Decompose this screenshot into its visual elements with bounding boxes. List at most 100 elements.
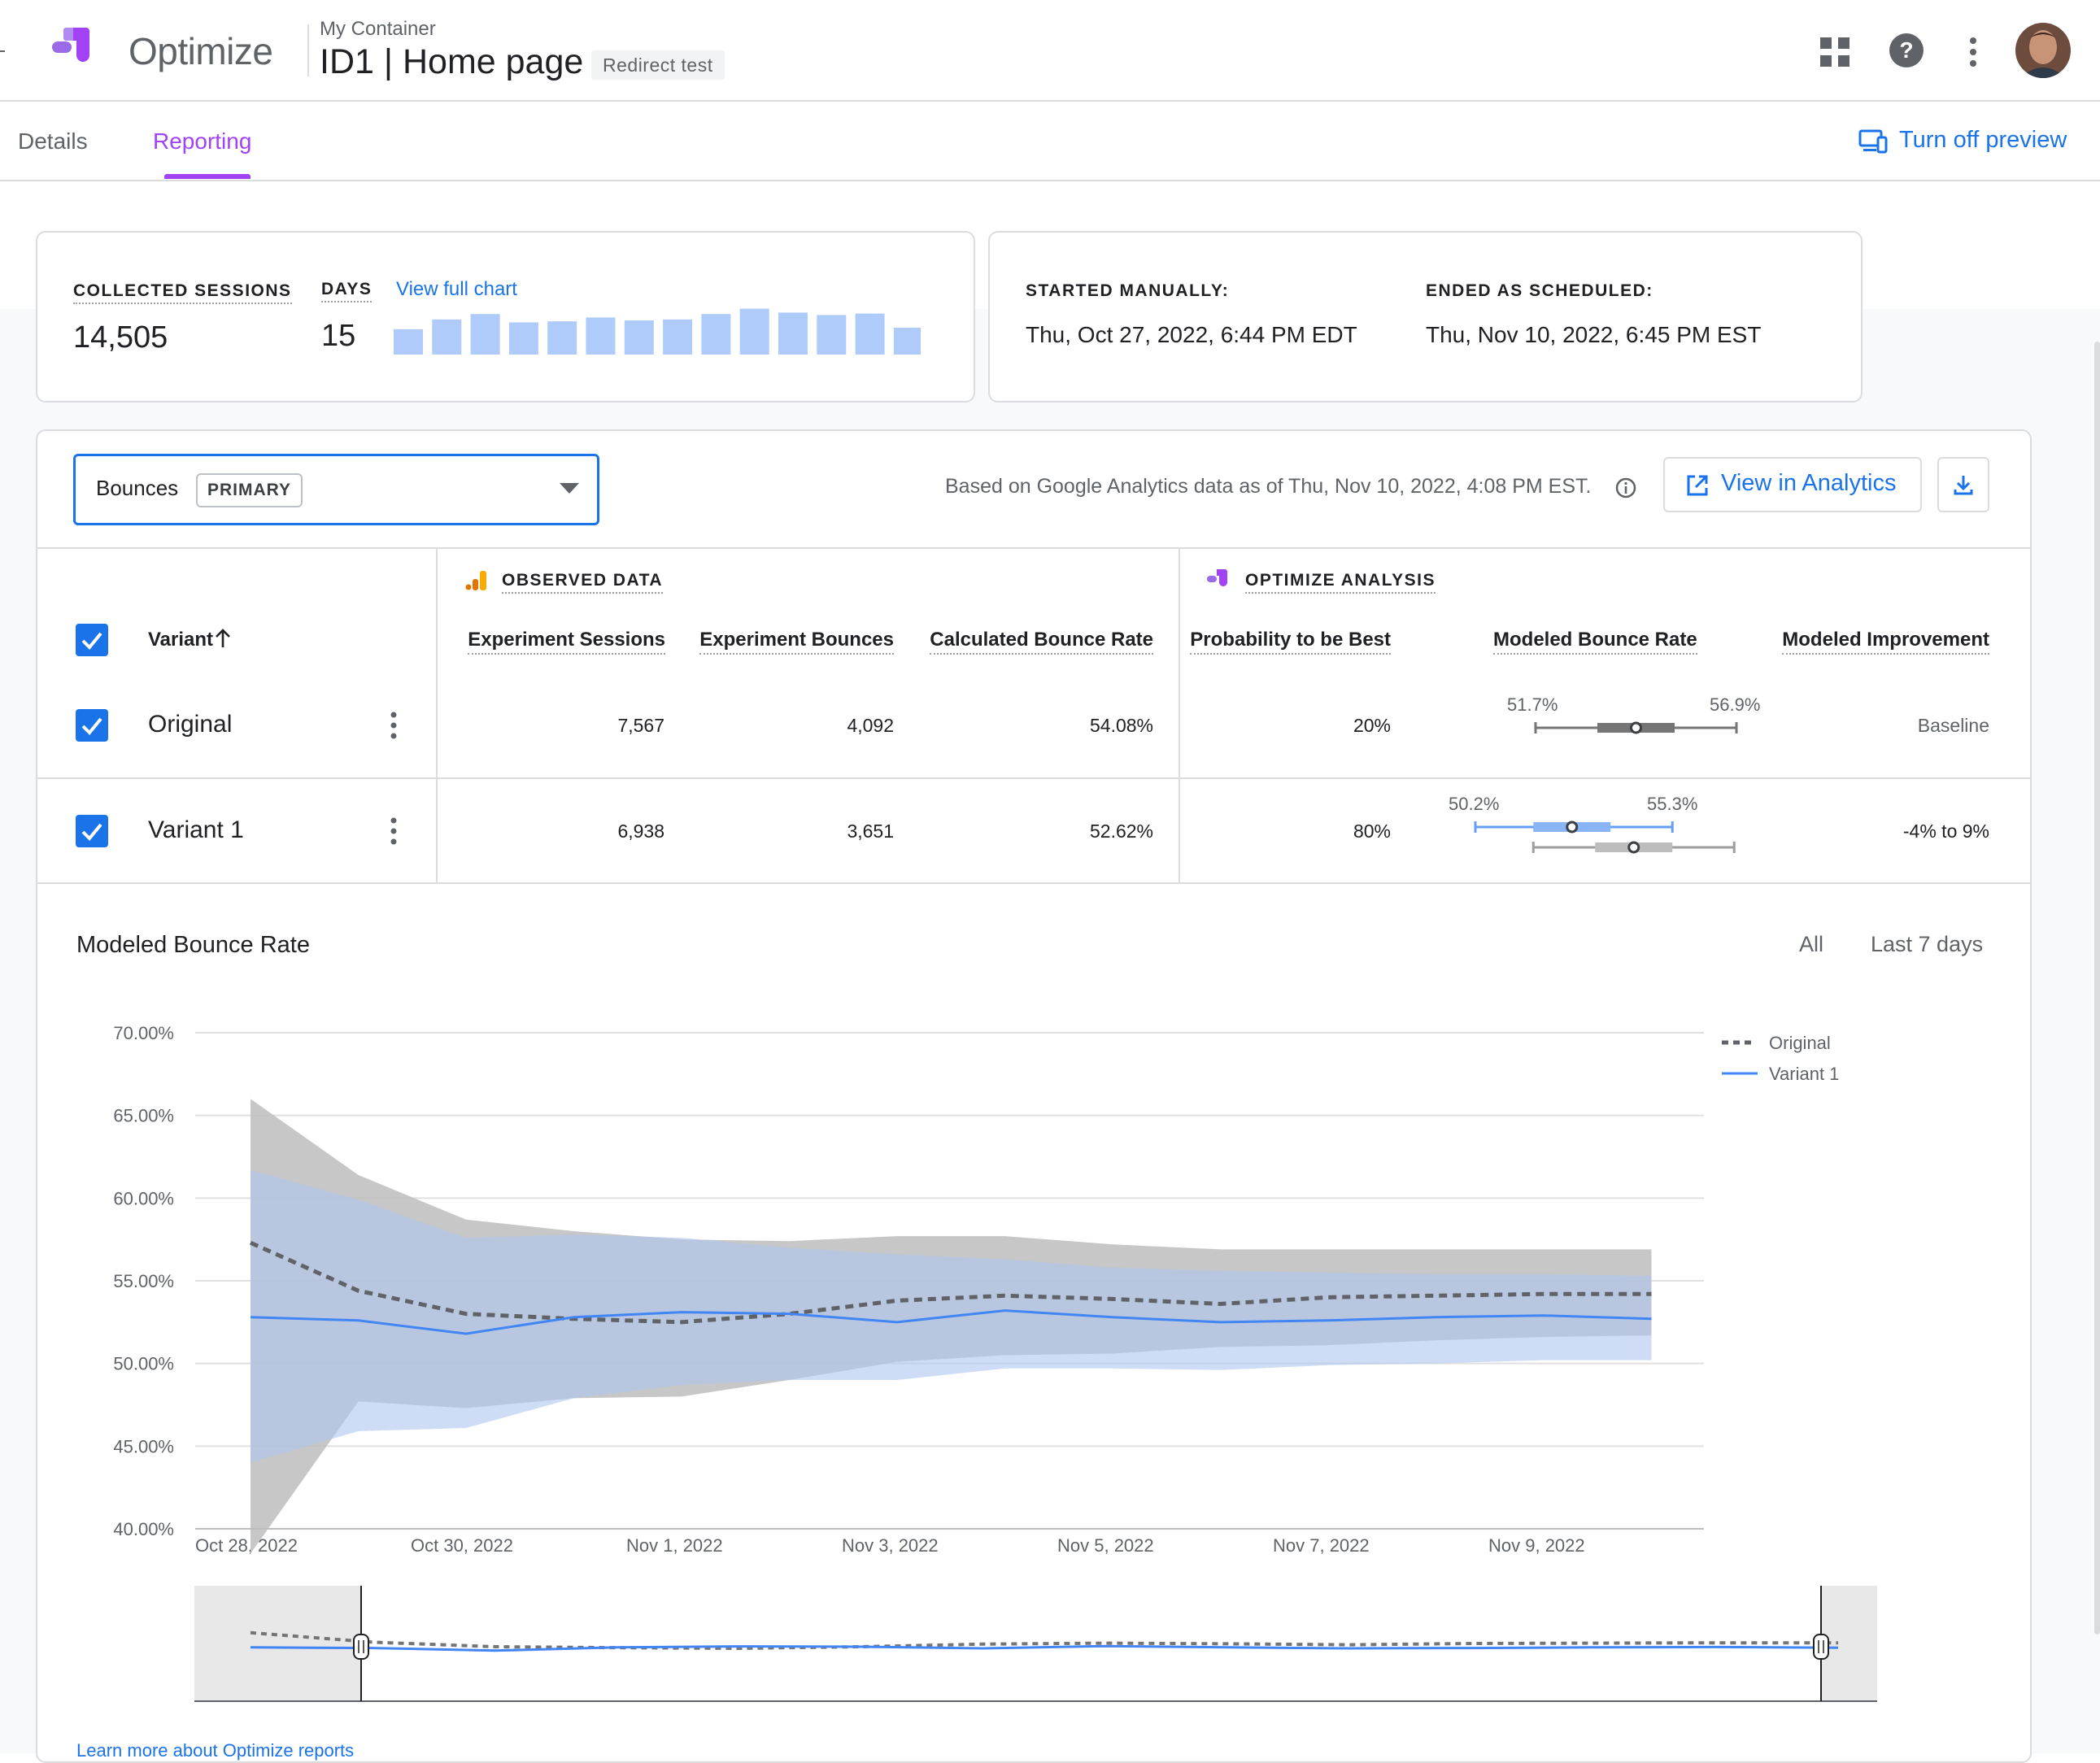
column-header-variant[interactable]: Variant [148, 629, 214, 651]
more-vert-icon[interactable] [1958, 33, 1988, 72]
cell-sessions: 7,567 [617, 715, 664, 736]
more-vert-icon[interactable] [386, 815, 402, 847]
chart-title: Modeled Bounce Rate [76, 932, 310, 958]
modeled-interval-variant-1[interactable] [1464, 813, 1741, 862]
ended-label: ENDED AS SCHEDULED: [1426, 281, 1653, 300]
y-tick-label: 70.00% [113, 1023, 174, 1043]
x-tick-label: Oct 30, 2022 [411, 1535, 513, 1556]
primary-objective-chip: PRIMARY [196, 473, 303, 507]
daily-sessions-bar [855, 313, 885, 355]
interval-low-label: 51.7% [1507, 694, 1558, 715]
navigator-line-original [250, 1630, 1838, 1651]
column-header-probability[interactable]: Probability to be Best [1190, 629, 1391, 655]
interval-median [1566, 821, 1579, 834]
daily-sessions-bar [470, 314, 500, 355]
schedule-card [988, 231, 1863, 403]
days-value: 15 [321, 319, 356, 353]
daily-sessions-bar [893, 328, 921, 355]
cell-bounce-rate: 54.08% [1089, 715, 1153, 736]
table-row-divider [37, 882, 2030, 884]
help-icon[interactable]: ? [1887, 31, 1926, 70]
data-freshness-note: Based on Google Analytics data as of Thu… [945, 475, 1592, 498]
table-row-divider [37, 777, 2030, 779]
daily-sessions-bar [778, 312, 808, 355]
window-edge-marker [0, 50, 5, 52]
dropdown-arrow-icon[interactable] [560, 483, 579, 494]
y-tick-label: 55.00% [113, 1271, 174, 1291]
check-icon [81, 717, 102, 735]
column-header-modeled-rate[interactable]: Modeled Bounce Rate [1493, 629, 1697, 655]
check-icon [81, 823, 102, 841]
check-icon [81, 632, 102, 650]
column-header-sessions[interactable]: Experiment Sessions [468, 629, 665, 655]
objective-selected-value: Bounces [96, 476, 179, 500]
table-column-divider [1179, 547, 1180, 884]
cell-improvement: -4% to 9% [1902, 821, 1989, 842]
objective-select[interactable] [73, 454, 599, 525]
series-line-original [249, 1240, 1652, 1325]
column-header-bounce-rate[interactable]: Calculated Bounce Rate [930, 629, 1153, 655]
row-checkbox-original[interactable] [76, 709, 108, 742]
variant-name: Variant 1 [148, 816, 244, 843]
column-header-improvement[interactable]: Modeled Improvement [1782, 629, 1989, 655]
account-avatar[interactable] [2015, 23, 2071, 78]
y-tick-label: 50.00% [113, 1354, 174, 1374]
y-tick-label: 60.00% [113, 1188, 174, 1208]
cell-bounces: 3,651 [847, 821, 894, 842]
page-scrollbar[interactable] [2094, 342, 2100, 1635]
container-name[interactable]: My Container [320, 18, 436, 40]
tab-reporting[interactable]: Reporting [153, 128, 252, 154]
app-header [0, 0, 2100, 102]
x-tick-label: Nov 7, 2022 [1273, 1535, 1370, 1556]
daily-sessions-bar [739, 308, 769, 355]
daily-sessions-bar [817, 315, 847, 355]
x-tick-label: Nov 1, 2022 [626, 1535, 723, 1556]
collected-sessions-label: COLLECTED SESSIONS [73, 281, 292, 304]
ended-value: Thu, Nov 10, 2022, 6:45 PM EST [1426, 322, 1762, 347]
optimize-logo-icon [52, 28, 89, 62]
view-full-chart-link[interactable]: View full chart [396, 278, 517, 300]
legend-label-variant-1: Variant 1 [1769, 1064, 1839, 1084]
turn-off-preview-button[interactable]: Turn off preview [1899, 127, 2067, 153]
info-icon[interactable] [1614, 477, 1637, 499]
learn-more-link[interactable]: Learn more about Optimize reports [76, 1740, 355, 1761]
started-label: STARTED MANUALLY: [1026, 281, 1230, 300]
select-all-checkbox[interactable] [76, 624, 108, 656]
started-value: Thu, Oct 27, 2022, 6:44 PM EDT [1026, 322, 1357, 347]
header-divider [307, 24, 309, 76]
app-name: Optimize [129, 30, 273, 72]
view-in-analytics-button[interactable] [1663, 457, 1922, 512]
navigator-line-variant-1 [250, 1644, 1839, 1652]
optimize-analysis-heading: OPTIMIZE ANALYSIS [1245, 571, 1436, 594]
tab-details[interactable]: Details [18, 128, 88, 154]
interval-median [1630, 721, 1642, 734]
cell-bounce-rate: 52.62% [1089, 821, 1153, 842]
more-vert-icon[interactable] [386, 709, 402, 742]
interval-low-label: 50.2% [1449, 794, 1500, 814]
variant-name: Original [148, 711, 233, 738]
active-tab-indicator [164, 174, 251, 179]
report-card [36, 429, 2032, 1763]
chart-range-navigator[interactable] [0, 1578, 2100, 1708]
daily-sessions-sparkbars[interactable] [394, 304, 921, 355]
days-label: DAYS [321, 280, 373, 303]
interval-median [1627, 841, 1640, 854]
collected-sessions-value: 14,505 [73, 320, 168, 355]
column-header-bounces[interactable]: Experiment Bounces [699, 629, 894, 655]
download-icon [1954, 476, 1973, 495]
sort-ascending-icon[interactable] [213, 628, 233, 649]
range-all-button[interactable]: All [1799, 932, 1824, 956]
apps-grid-icon[interactable] [1815, 33, 1854, 72]
navigator-mask-left [194, 1586, 361, 1701]
row-checkbox-variant-1[interactable] [76, 815, 108, 847]
modeled-bounce-rate-chart[interactable]: 70.00% 65.00% 60.00% 55.00% 50.00% 45.00% 40.0… [0, 1008, 2100, 1561]
x-tick-label: Nov 3, 2022 [842, 1535, 939, 1556]
daily-sessions-bar [701, 314, 731, 355]
range-last-7-days-button[interactable]: Last 7 days [1871, 932, 1984, 956]
navigator-handle [1813, 1634, 1829, 1660]
y-tick-label: 65.00% [113, 1106, 174, 1126]
devices-icon[interactable] [1858, 128, 1888, 155]
cell-probability: 20% [1353, 715, 1391, 736]
modeled-interval-original[interactable] [1529, 716, 1741, 740]
svg-text:?: ? [1899, 37, 1913, 63]
